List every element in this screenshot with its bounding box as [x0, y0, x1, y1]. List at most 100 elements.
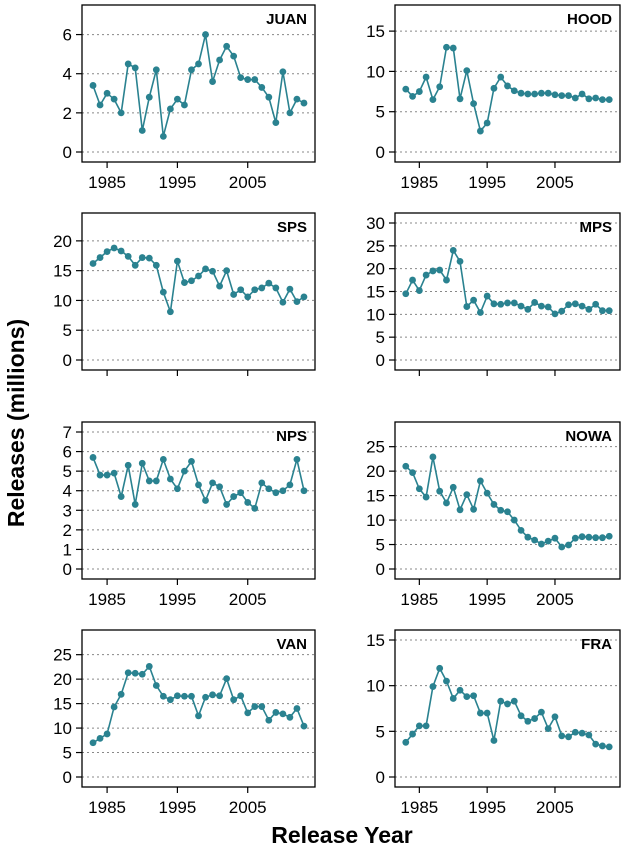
data-point — [138, 254, 146, 261]
data-point — [585, 95, 593, 103]
data-point — [483, 292, 491, 300]
x-tick-label: 1985 — [400, 590, 438, 609]
panel-mps: 0 5 10 15 20 25 30 MPS — [366, 212, 621, 376]
data-point — [131, 64, 139, 72]
data-point — [244, 499, 252, 506]
data-point — [230, 493, 238, 500]
y-tick-label: 20 — [53, 232, 72, 251]
data-point — [258, 84, 266, 91]
y-tick-label: 0 — [63, 560, 72, 579]
data-point — [286, 713, 294, 721]
data-point — [517, 302, 525, 310]
data-point — [510, 299, 518, 307]
data-point — [181, 101, 188, 109]
data-point — [152, 66, 160, 74]
data-point — [504, 299, 511, 307]
data-point — [565, 92, 572, 99]
data-point — [293, 298, 301, 306]
data-point — [585, 305, 593, 313]
data-point — [300, 487, 308, 495]
data-point — [195, 481, 202, 489]
data-point — [216, 282, 223, 290]
data-point — [223, 42, 231, 50]
data-point — [585, 533, 593, 541]
plot-frame — [81, 629, 316, 788]
y-tick-label: 4 — [63, 482, 72, 501]
x-tick-label: 2005 — [229, 798, 267, 817]
data-point — [510, 87, 518, 95]
data-point — [599, 96, 606, 104]
data-point — [166, 475, 174, 483]
data-point — [96, 254, 104, 261]
data-point — [138, 459, 146, 467]
data-point — [476, 127, 484, 135]
data-point — [230, 52, 238, 60]
data-point — [592, 94, 600, 102]
data-point — [272, 119, 280, 127]
data-point — [551, 713, 559, 721]
data-point — [145, 93, 153, 101]
panel-title: MPS — [579, 219, 612, 236]
data-point — [592, 534, 600, 542]
data-point — [237, 692, 245, 700]
data-point — [449, 695, 457, 702]
data-point — [145, 477, 153, 485]
x-tick-label: 1995 — [158, 798, 196, 817]
y-axis-title: Releases (millions) — [3, 319, 29, 527]
y-tick-label: 0 — [63, 768, 72, 787]
y-tick-label: 20 — [366, 462, 385, 481]
data-point — [89, 739, 97, 747]
panel-title: FRA — [581, 636, 612, 653]
data-point — [174, 692, 181, 700]
data-point — [476, 309, 484, 316]
data-point — [237, 489, 245, 497]
data-point — [538, 540, 545, 548]
x-tick-label: 1985 — [88, 590, 126, 609]
panel-sps: 0 5 10 15 20 SPS — [53, 212, 316, 376]
data-point — [166, 696, 174, 704]
x-tick-label: 1995 — [468, 798, 506, 817]
data-point — [531, 299, 539, 306]
data-point — [110, 703, 118, 711]
data-point — [89, 260, 97, 267]
data-point — [524, 717, 532, 725]
y-tick-label: 7 — [63, 423, 72, 442]
data-point — [223, 267, 231, 275]
data-point — [202, 265, 209, 273]
data-point — [181, 692, 188, 700]
y-tick-label: 5 — [63, 744, 72, 763]
data-point — [429, 453, 437, 461]
y-tick-label: 15 — [366, 631, 385, 650]
data-point — [209, 78, 216, 85]
data-point — [188, 692, 195, 700]
plot-frame — [394, 629, 621, 788]
data-point — [117, 109, 125, 117]
data-point — [195, 272, 202, 280]
data-point — [470, 505, 477, 513]
data-point — [558, 732, 566, 740]
data-point — [483, 489, 491, 497]
data-point — [145, 254, 153, 262]
data-point — [293, 95, 301, 103]
data-point — [272, 709, 280, 716]
data-point — [265, 716, 273, 724]
data-point — [436, 487, 444, 495]
panel-title: SPS — [277, 219, 307, 236]
data-point — [152, 682, 160, 689]
data-point — [429, 96, 437, 104]
data-point — [223, 675, 231, 683]
data-point — [286, 285, 294, 293]
data-point — [110, 95, 118, 103]
data-point — [415, 88, 423, 95]
data-point — [286, 109, 294, 117]
data-point — [402, 738, 410, 746]
y-tick-label: 15 — [366, 283, 385, 302]
data-point — [538, 708, 545, 716]
x-tick-label: 2005 — [536, 173, 574, 192]
data-point — [422, 73, 430, 81]
data-point — [463, 67, 471, 75]
data-point — [300, 99, 308, 107]
data-point — [422, 271, 430, 279]
data-point — [571, 728, 579, 736]
